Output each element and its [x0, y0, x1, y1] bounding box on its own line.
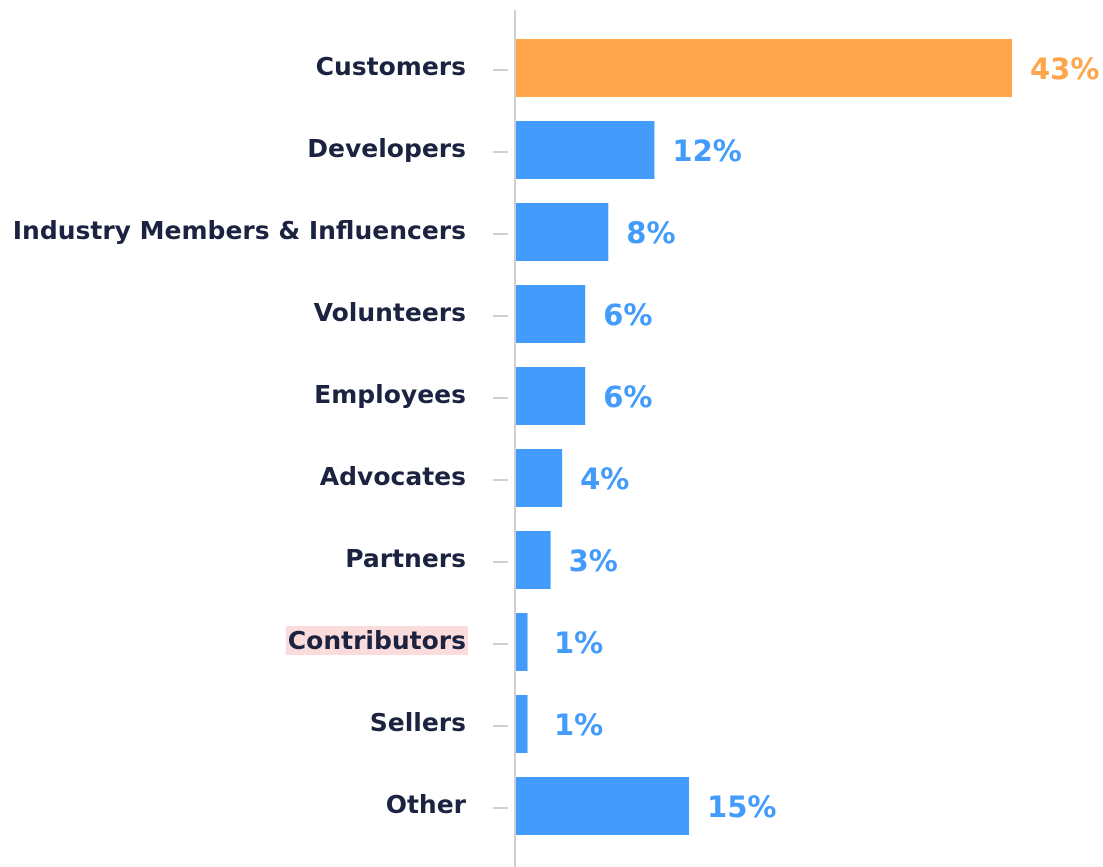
bar — [516, 449, 563, 507]
value-label: 1% — [554, 626, 603, 660]
bar — [516, 777, 690, 835]
category-label: Sellers — [370, 708, 466, 737]
bar — [516, 121, 655, 179]
label-highlight — [285, 626, 468, 655]
value-label: 43% — [1030, 52, 1099, 86]
category-label: Advocates — [320, 462, 466, 491]
category-label: Customers — [316, 52, 466, 81]
category-label: Other — [386, 790, 467, 819]
value-label: 12% — [672, 134, 741, 168]
value-label: 6% — [603, 298, 652, 332]
bar — [516, 39, 1012, 97]
value-label: 3% — [569, 544, 618, 578]
value-label: 15% — [707, 790, 776, 824]
category-label: Industry Members & Influencers — [13, 216, 466, 245]
value-label: 8% — [626, 216, 675, 250]
value-label: 1% — [554, 708, 603, 742]
bar — [516, 367, 586, 425]
bar — [516, 285, 586, 343]
category-label: Volunteers — [314, 298, 466, 327]
bar — [516, 203, 609, 261]
bar — [516, 531, 551, 589]
category-label: Employees — [314, 380, 466, 409]
bar — [516, 695, 528, 753]
value-label: 4% — [580, 462, 629, 496]
value-label: 6% — [603, 380, 652, 414]
category-label: Partners — [345, 544, 466, 573]
category-label: Developers — [307, 134, 466, 163]
category-label: Contributors — [288, 626, 466, 655]
bar — [516, 613, 528, 671]
